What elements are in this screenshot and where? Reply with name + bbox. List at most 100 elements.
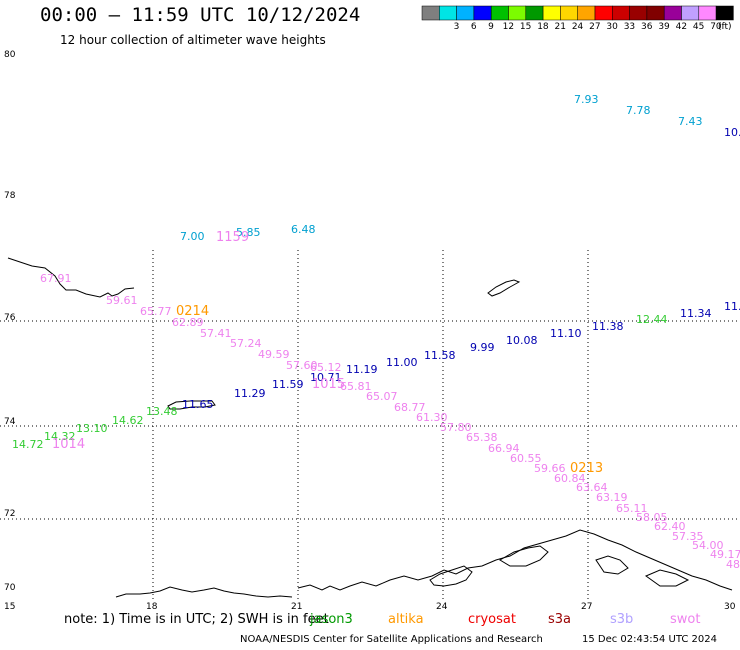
legend-label: 33 — [623, 22, 636, 32]
legend-swatch — [439, 5, 457, 21]
wave-height-value: 61.30 — [416, 411, 448, 424]
legend-swatch — [715, 5, 734, 21]
wave-height-value: 57.24 — [230, 337, 262, 350]
longitude-label: 24 — [436, 602, 448, 612]
legend-label: 9 — [488, 22, 494, 32]
legend-swatch — [456, 5, 475, 21]
legend-swatch — [629, 5, 648, 21]
legend-label: 30 — [606, 22, 618, 32]
wave-height-value: 11.58 — [424, 349, 456, 362]
legend-label: 12 — [502, 22, 515, 32]
legend-label: 45 — [692, 22, 705, 32]
coastline — [297, 529, 733, 591]
wave-height-value: 7.43 — [678, 115, 703, 128]
legend-label: 3 — [453, 22, 460, 32]
longitude-label: 21 — [291, 602, 302, 612]
legend-swatch — [421, 5, 440, 21]
legend-swatch — [490, 5, 509, 21]
wave-height-value: 5.85 — [236, 226, 261, 239]
satellite-s3a: s3a — [548, 612, 572, 627]
legend-label: 6 — [470, 22, 477, 32]
longitude-label: 27 — [581, 602, 592, 612]
wave-height-value: 60.55 — [510, 452, 542, 465]
legend-swatch — [698, 5, 717, 21]
satellite-s3b: s3b — [610, 612, 634, 627]
wave-height-value: 6.48 — [291, 223, 316, 236]
wave-height-value: 67.91 — [40, 272, 72, 285]
longitude-label: 15 — [4, 602, 15, 612]
longitude-label: 30 — [724, 602, 736, 612]
wave-height-value: 12.44 — [636, 313, 668, 326]
legend-label: 15 — [519, 22, 532, 32]
wave-height-value: 11.59 — [272, 378, 304, 391]
wave-height-value: 65.77 — [140, 305, 172, 318]
wave-height-value: 68.77 — [394, 401, 426, 414]
wave-height-value: 49.59 — [258, 348, 290, 361]
satellite-swot: swot — [670, 612, 701, 627]
coastline — [499, 545, 549, 567]
footer-note: note: 1) Time is in UTC; 2) SWH is in fe… — [64, 612, 329, 627]
wave-height-value: 14.62 — [112, 414, 144, 427]
footer-credit: NOAA/NESDIS Center for Satellite Applica… — [240, 634, 543, 645]
wave-height-value: 62.40 — [654, 520, 686, 533]
wave-height-value: 11. — [724, 300, 740, 313]
coastline — [595, 555, 629, 575]
coastline — [167, 400, 216, 410]
satellite-cryosat: cryosat — [468, 612, 516, 627]
wave-height-value: 11.34 — [680, 307, 712, 320]
wave-height-value: 54.00 — [692, 539, 724, 552]
latitude-label: 74 — [4, 417, 16, 427]
wave-height-value: 7.93 — [574, 93, 599, 106]
wave-height-value: 65.38 — [466, 431, 498, 444]
wave-height-value: 66.94 — [488, 442, 520, 455]
wave-height-value: 65.81 — [340, 380, 372, 393]
map-subtitle: 12 hour collection of altimeter wave hei… — [60, 33, 326, 47]
coastline — [115, 586, 293, 598]
legend-unit: (ft) — [718, 22, 732, 32]
legend-swatch — [612, 5, 630, 21]
coastline — [644, 569, 690, 587]
wave-height-value: 11.29 — [234, 387, 266, 400]
pass-time-label: 1159 — [216, 230, 249, 245]
wave-height-value: 59.61 — [106, 294, 138, 307]
wave-height-value: 60.84 — [554, 472, 586, 485]
wave-height-value: 57.41 — [200, 327, 232, 340]
wave-height-value: 10.71 — [310, 371, 342, 384]
legend-swatch — [646, 5, 665, 21]
wave-height-value: 11.10 — [550, 327, 582, 340]
satellite-altika: altika — [388, 612, 424, 627]
wave-height-value: 11.00 — [386, 356, 418, 369]
wave-height-value: 7.00 — [180, 230, 205, 243]
wave-height-value: 65.11 — [616, 502, 648, 515]
wave-height-value: 59.66 — [534, 462, 566, 475]
legend-swatch — [663, 5, 682, 21]
pass-time-label: 1014 — [52, 437, 85, 452]
latitude-label: 70 — [4, 583, 16, 593]
legend-swatch — [525, 5, 544, 21]
legend-swatch — [508, 5, 527, 21]
legend-label: 36 — [641, 22, 653, 32]
wave-height-value: 57.35 — [672, 530, 704, 543]
legend-swatch — [560, 5, 578, 21]
latitude-label: 78 — [4, 191, 16, 201]
wave-height-value: 11.65 — [182, 398, 214, 411]
wave-height-value: 62.89 — [172, 316, 204, 329]
legend-label: 24 — [571, 22, 584, 32]
legend-swatch — [594, 5, 613, 21]
longitude-label: 18 — [146, 602, 158, 612]
coastline — [487, 279, 521, 297]
legend-swatch — [577, 5, 596, 21]
wave-height-value: 10.08 — [506, 334, 538, 347]
wave-height-value: 7.78 — [626, 104, 651, 117]
wave-height-value: 14.72 — [12, 438, 44, 451]
legend-swatch — [473, 5, 492, 21]
wave-height-value: 58.05 — [636, 511, 668, 524]
wave-height-value: 14.32 — [44, 430, 76, 443]
wave-height-value: 65.12 — [310, 361, 342, 374]
wave-height-value: 11.19 — [346, 363, 378, 376]
wave-height-value: 57.80 — [440, 421, 472, 434]
legend-label: 70 — [710, 22, 722, 32]
wave-height-value: 9.99 — [470, 341, 495, 354]
pass-time-label: 0214 — [176, 304, 209, 319]
